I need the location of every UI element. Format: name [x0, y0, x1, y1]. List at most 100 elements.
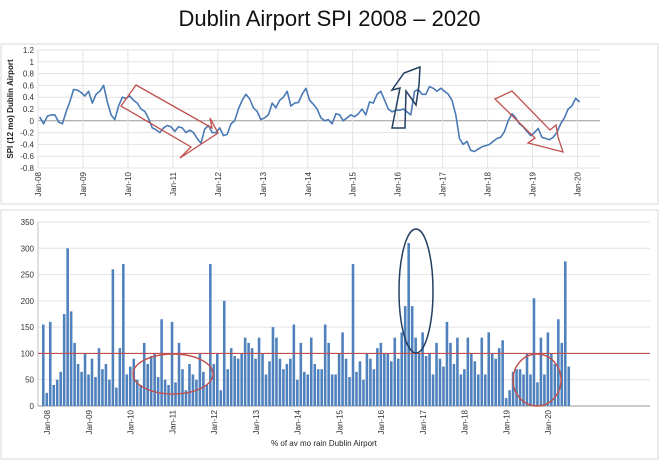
- rain-bar: [66, 248, 69, 406]
- rain-bar: [383, 353, 386, 406]
- line-x-tick-label: Jan-20: [574, 171, 583, 196]
- spi-point: [391, 111, 393, 113]
- rain-bar: [129, 366, 132, 406]
- spi-point: [241, 99, 243, 101]
- rain-bar: [369, 358, 372, 406]
- rain-bar: [243, 337, 247, 406]
- bar-x-tick-label: Jan-17: [419, 409, 428, 434]
- spi-point: [196, 137, 198, 140]
- rain-bar: [156, 377, 160, 406]
- rain-bar: [358, 361, 362, 406]
- line-y-tick-label: 0: [30, 117, 35, 126]
- rain-bar: [285, 363, 289, 406]
- rain-bar: [323, 324, 327, 406]
- rain-bar: [390, 361, 393, 406]
- rain-bar: [219, 390, 223, 406]
- rain-bar: [292, 324, 296, 406]
- rain-bar: [202, 371, 205, 406]
- rain-bar: [146, 363, 149, 406]
- rain-bar: [42, 324, 45, 406]
- rain-bar: [473, 361, 477, 406]
- rain-bar: [108, 379, 111, 406]
- rain-bar: [247, 342, 250, 406]
- spi-point: [421, 93, 423, 95]
- rain-bar: [48, 321, 52, 406]
- rain-bar: [212, 363, 216, 406]
- rain-bar: [567, 366, 571, 406]
- spi-point: [271, 102, 273, 104]
- rain-bar: [557, 319, 560, 406]
- rain-bar: [518, 369, 522, 406]
- rain-bar: [553, 363, 557, 406]
- rain-bar: [362, 379, 365, 406]
- rain-bar: [494, 358, 497, 406]
- line-y-tick-label: -0.6: [20, 152, 34, 161]
- rain-bar: [135, 379, 139, 406]
- spi-point: [507, 120, 509, 122]
- line-x-tick-label: Jan-11: [169, 171, 178, 195]
- spi-point: [331, 123, 333, 125]
- spi-point: [204, 128, 206, 130]
- rain-bar: [278, 358, 282, 406]
- spi-point: [350, 114, 352, 116]
- rain-bar: [216, 353, 219, 406]
- rain-bar: [55, 379, 59, 406]
- rain-bar: [205, 384, 209, 406]
- spi-point: [473, 150, 476, 153]
- spi-point: [159, 132, 161, 134]
- line-x-tick-label: Jan-08: [34, 171, 43, 196]
- spi-point: [177, 126, 180, 128]
- spi-point: [353, 116, 356, 118]
- spi-point: [189, 129, 191, 131]
- rain-bar: [379, 342, 383, 406]
- spi-point: [305, 87, 307, 89]
- rain-bar: [87, 374, 90, 406]
- spi-point: [387, 108, 389, 110]
- rain-bar: [149, 356, 153, 406]
- spi-point: [114, 119, 116, 121]
- bar-y-tick-label: 200: [21, 297, 35, 306]
- spi-point: [129, 95, 131, 97]
- line-x-tick-label: Jan-14: [304, 171, 313, 196]
- spi-point: [87, 90, 90, 92]
- rain-bar: [560, 342, 564, 406]
- rain-bar: [264, 374, 268, 406]
- rain-bar: [424, 356, 428, 406]
- rain-bar: [59, 371, 62, 406]
- spi-point: [413, 90, 416, 92]
- spi-point: [365, 114, 367, 116]
- rain-bar: [438, 358, 442, 406]
- spi-point: [211, 132, 213, 134]
- bar-x-tick-label: Jan-20: [544, 409, 553, 434]
- spi-point: [398, 109, 401, 111]
- rain-bar: [254, 358, 257, 406]
- spi-point: [316, 108, 318, 110]
- rain-bar: [181, 369, 184, 406]
- bar-x-tick-label: Jan-09: [85, 409, 94, 434]
- spi-point: [324, 120, 326, 122]
- rain-bar: [101, 369, 104, 406]
- rain-bar: [261, 353, 264, 406]
- rain-bar: [431, 374, 435, 406]
- spi-point: [485, 144, 487, 147]
- rain-bar: [327, 342, 330, 406]
- spi-point: [470, 149, 472, 151]
- spi-point: [230, 123, 232, 125]
- rain-bar: [410, 306, 414, 406]
- rain-bar: [344, 358, 348, 406]
- rain-bar: [337, 353, 341, 406]
- spi-point: [372, 102, 374, 104]
- rain-bar: [125, 374, 129, 406]
- annotations: [120, 65, 564, 407]
- spi-point: [402, 108, 404, 110]
- spi-point: [80, 91, 82, 94]
- spi-point: [410, 114, 412, 116]
- spi-point: [294, 102, 296, 104]
- spi-point: [477, 148, 479, 150]
- spi-point: [181, 127, 183, 129]
- spi-point: [500, 136, 502, 138]
- line-y-tick-label: 1: [30, 58, 35, 67]
- line-x-tick-label: Jan-10: [124, 171, 133, 196]
- rain-bar: [396, 358, 400, 406]
